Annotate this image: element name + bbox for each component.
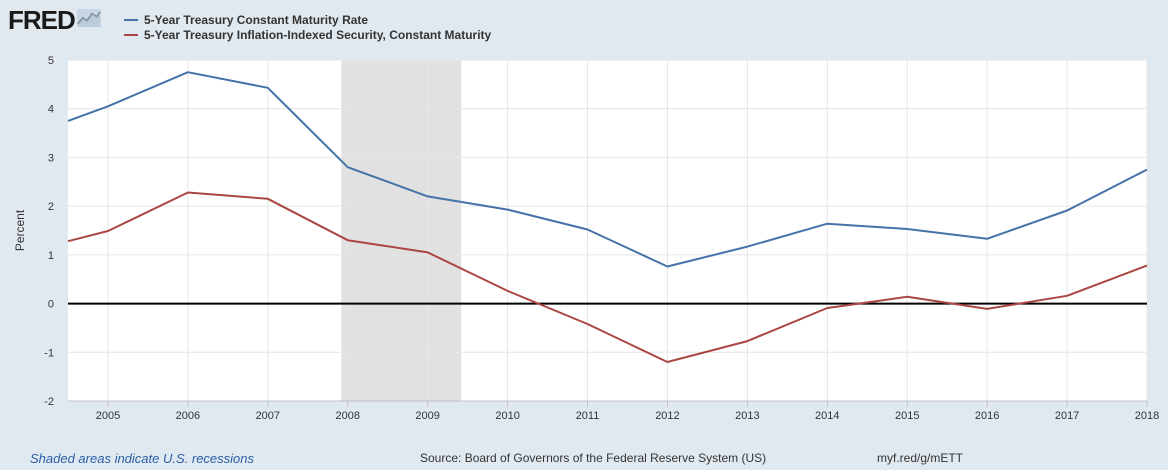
- x-tick-label: 2006: [176, 410, 200, 422]
- legend-label-series-2: 5-Year Treasury Inflation-Indexed Securi…: [144, 27, 492, 42]
- y-tick-label: 2: [48, 201, 54, 213]
- y-axis-title: Percent: [13, 209, 27, 251]
- series-line-1: [67, 71, 1148, 268]
- y-tick-label: -2: [44, 396, 54, 408]
- short-url[interactable]: myf.red/g/mETT: [877, 451, 964, 465]
- logo-text: FRED: [8, 5, 76, 35]
- source-text: Source: Board of Governors of the Federa…: [420, 451, 767, 465]
- legend-item-series-1[interactable]: 5-Year Treasury Constant Maturity Rate: [124, 12, 491, 27]
- recession-band-0: [341, 60, 462, 401]
- recession-note: Shaded areas indicate U.S. recessions: [30, 451, 255, 466]
- y-tick-label: -1: [44, 347, 54, 359]
- y-tick-label: 4: [48, 104, 54, 116]
- x-tick-label: 2015: [895, 410, 919, 422]
- x-tick-label: 2007: [256, 410, 280, 422]
- x-tick-label: 2017: [1055, 410, 1079, 422]
- legend-item-series-2[interactable]: 5-Year Treasury Inflation-Indexed Securi…: [124, 27, 491, 42]
- line-graph-icon: [76, 8, 101, 32]
- legend-label-series-1: 5-Year Treasury Constant Maturity Rate: [144, 12, 369, 27]
- y-tick-label: 5: [48, 55, 54, 67]
- y-tick-label: 0: [48, 299, 54, 311]
- x-tick-label: 2011: [576, 410, 600, 422]
- series-line-2: [67, 191, 1148, 363]
- y-tick-label: 1: [48, 250, 54, 262]
- legend-swatch-series-2: [124, 33, 138, 36]
- x-tick-label: 2013: [735, 410, 759, 422]
- x-tick-label: 2009: [415, 410, 439, 422]
- x-tick-label: 2005: [96, 410, 120, 422]
- x-tick-label: 2010: [495, 410, 519, 422]
- x-tick-label: 2008: [335, 410, 359, 422]
- x-tick-label: 2014: [815, 410, 839, 422]
- x-tick-label: 2012: [655, 410, 679, 422]
- legend-swatch-series-1: [124, 18, 138, 21]
- chart-legend: 5-Year Treasury Constant Maturity Rate 5…: [124, 12, 491, 42]
- plot-area: [68, 60, 1147, 401]
- y-tick-label: 3: [48, 152, 54, 164]
- x-tick-label: 2018: [1135, 410, 1159, 422]
- x-tick-label: 2016: [975, 410, 999, 422]
- fred-logo: FRED: [8, 6, 101, 34]
